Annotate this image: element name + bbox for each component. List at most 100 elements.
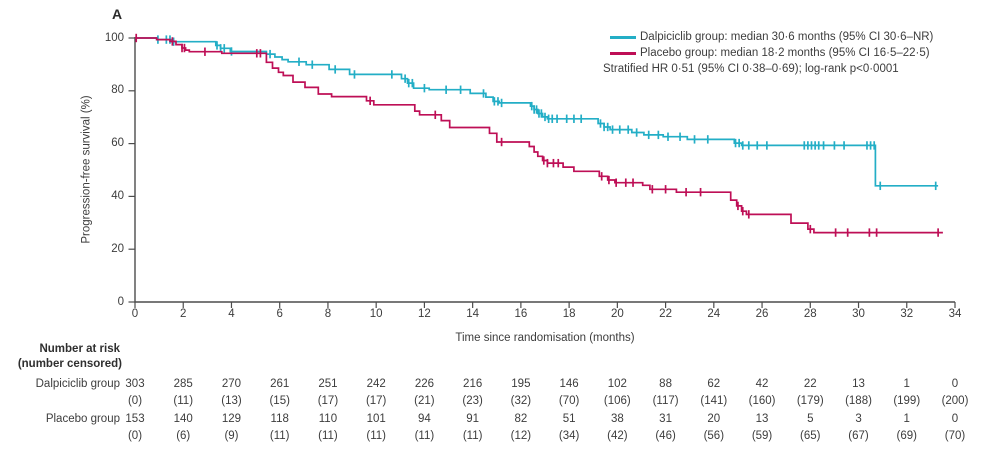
censored-count: (12): [510, 430, 532, 442]
censored-count: (70): [558, 395, 580, 407]
risk-count: 226: [414, 378, 434, 390]
x-tick-label: 16: [514, 308, 528, 320]
risk-count: 88: [659, 378, 672, 390]
y-tick-label: 0: [117, 295, 124, 308]
risk-count: 13: [852, 378, 865, 390]
censored-count: (188): [845, 395, 872, 407]
censored-count: (34): [558, 430, 580, 442]
risk-count: 101: [366, 413, 386, 425]
censored-count: (65): [800, 430, 821, 442]
censored-count: (67): [848, 430, 869, 442]
censored-count: (15): [269, 395, 290, 407]
censored-count: (11): [173, 395, 194, 407]
censored-count: (70): [944, 430, 966, 442]
placebo-line-swatch: [610, 52, 636, 55]
risk-row-label-placebo: Placebo group: [45, 413, 120, 425]
risk-count: 261: [270, 378, 290, 390]
censored-count: (21): [414, 395, 435, 407]
x-tick-label: 18: [562, 308, 576, 320]
axis-lines: [134, 37, 955, 303]
censored-count: (199): [893, 395, 921, 407]
risk-count: 5: [807, 413, 814, 425]
censored-count: (11): [318, 430, 338, 442]
risk-count: 94: [418, 413, 431, 425]
censored-count: (13): [221, 395, 242, 407]
x-tick-label: 32: [900, 308, 914, 320]
y-tick-label: 40: [111, 189, 124, 202]
risk-count: 0: [951, 378, 959, 390]
x-tick-label: 12: [418, 308, 431, 320]
y-axis-title: Progression-free survival (%): [80, 95, 93, 244]
x-tick-label: 6: [276, 308, 283, 320]
x-tick-label: 8: [324, 308, 332, 320]
legend-label: Placebo group: median 18·2 months (95% C…: [640, 47, 930, 59]
x-tick-label: 26: [755, 308, 769, 320]
risk-count: 82: [514, 413, 528, 425]
censored-count: (106): [603, 395, 631, 407]
x-tick-label: 4: [228, 308, 235, 320]
censored-count: (11): [269, 430, 290, 442]
censored-count: (160): [748, 395, 776, 407]
risk-count: 1: [903, 378, 910, 390]
stratified-hr-note: Stratified HR 0·51 (95% CI 0·38–0·69); l…: [603, 63, 899, 75]
risk-count: 118: [270, 413, 289, 425]
risk-count: 110: [318, 413, 338, 425]
risk-count: 91: [466, 413, 480, 425]
y-tick-label: 100: [104, 31, 124, 44]
legend-entry-dalpiciclib: Dalpiciclib group: median 30·6 months (9…: [610, 31, 933, 44]
censored-count: (9): [224, 430, 239, 442]
risk-count: 38: [610, 413, 624, 425]
risk-count: 22: [803, 378, 817, 390]
censored-count: (23): [462, 395, 483, 407]
censored-count: (141): [700, 395, 728, 407]
risk-count: 62: [707, 378, 721, 390]
censored-count: (46): [655, 430, 676, 442]
censored-count: (59): [751, 430, 773, 442]
x-axis-title: Time since randomisation (months): [455, 332, 635, 344]
censored-count: (69): [896, 430, 917, 442]
x-tick-label: 30: [852, 308, 865, 320]
risk-count: 102: [607, 378, 627, 390]
legend-label: Dalpiciclib group: median 30·6 months (9…: [640, 31, 934, 43]
x-tick-label: 20: [610, 308, 624, 320]
x-tick-label: 14: [466, 308, 480, 320]
censored-count: (200): [941, 395, 969, 407]
risk-table-title: Number at risk: [39, 343, 120, 355]
risk-table-subtitle: (number censored): [17, 358, 122, 370]
censored-count: (17): [317, 395, 339, 407]
y-tick-label: 80: [111, 84, 124, 97]
risk-count: 140: [173, 413, 193, 425]
risk-count: 270: [221, 378, 242, 390]
censored-count: (56): [703, 430, 725, 442]
risk-count: 242: [366, 378, 386, 390]
risk-count: 1: [903, 413, 910, 425]
censored-count: (6): [176, 430, 191, 442]
censored-count: (0): [127, 430, 143, 442]
legend-entry-placebo: Placebo group: median 18·2 months (95% C…: [610, 47, 930, 60]
risk-row-label-dalpiciclib: Dalpiciclib group: [35, 378, 120, 390]
censored-count: (11): [414, 430, 435, 442]
y-tick-label: 60: [111, 137, 124, 150]
censored-count: (17): [365, 395, 387, 407]
risk-count: 303: [125, 378, 145, 390]
risk-count: 13: [755, 413, 769, 425]
risk-count: 20: [707, 413, 721, 425]
censored-count: (11): [462, 430, 483, 442]
censored-count: (179): [796, 395, 824, 407]
x-tick-label: 24: [707, 308, 721, 320]
risk-count: 153: [125, 413, 145, 425]
censored-count: (42): [607, 430, 628, 442]
y-tick-label: 20: [111, 242, 124, 255]
censored-count: (0): [127, 395, 143, 407]
censored-count: (32): [510, 395, 532, 407]
risk-count: 51: [562, 413, 576, 425]
risk-count: 42: [755, 378, 769, 390]
risk-count: 251: [318, 378, 338, 390]
risk-count: 3: [855, 413, 862, 425]
risk-count: 31: [659, 413, 672, 425]
dalpiciclib-line-swatch: [610, 36, 636, 39]
risk-count: 285: [173, 378, 193, 390]
risk-count: 195: [511, 378, 531, 390]
